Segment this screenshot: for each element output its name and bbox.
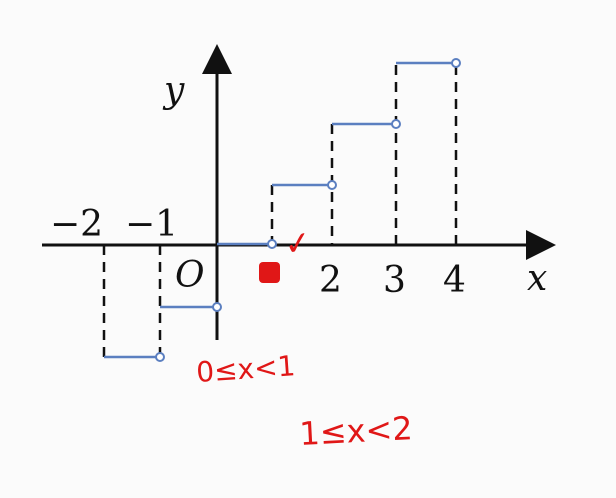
annotation-range-1: 0≤x<1: [195, 349, 296, 389]
tick-label-4: 4: [443, 260, 466, 301]
tick-label-neg1: −1: [125, 204, 178, 245]
open-endpoint-2: [391, 119, 401, 129]
open-endpoint-3: [451, 58, 461, 68]
open-endpoint-1: [327, 180, 337, 190]
open-endpoint-neg2: [155, 352, 165, 362]
x-axis-label: x: [527, 258, 547, 299]
y-axis-label: y: [162, 70, 185, 111]
tick-label-2: 2: [319, 260, 342, 301]
tick-label-3: 3: [383, 260, 406, 301]
check-mark: ✓: [282, 223, 314, 264]
red-marker-dot: [259, 262, 280, 283]
tick-label-neg2: −2: [50, 204, 103, 245]
open-endpoint-0: [267, 239, 277, 249]
open-endpoint-neg1: [212, 302, 222, 312]
annotation-range-2: 1≤x<2: [298, 409, 413, 453]
origin-label: O: [175, 255, 205, 296]
